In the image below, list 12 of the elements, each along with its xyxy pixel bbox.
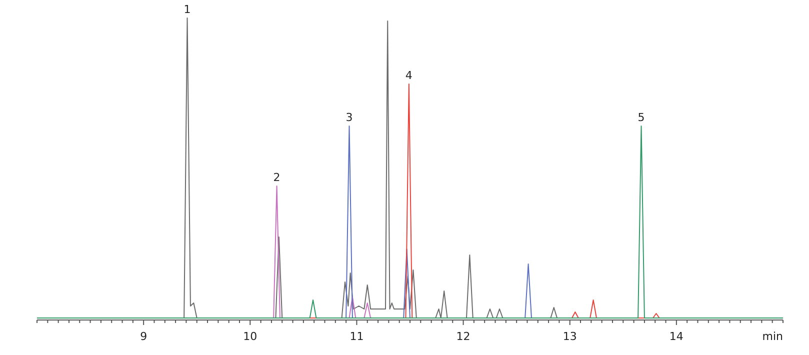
x-axis-title: min [762, 330, 784, 343]
x-tick-label: 10 [243, 330, 258, 343]
x-tick-label: 13 [562, 330, 577, 343]
x-tick-label: 14 [669, 330, 684, 343]
annotation: 3 [346, 111, 353, 124]
x-tick-label: 11 [350, 330, 364, 343]
x-tick-label: 9 [140, 330, 148, 343]
x-tick-label: 12 [456, 330, 470, 343]
annotation: 4 [405, 69, 412, 82]
annotation: 1 [184, 3, 191, 16]
annotation: 2 [273, 171, 280, 184]
annotation: 5 [638, 111, 645, 124]
